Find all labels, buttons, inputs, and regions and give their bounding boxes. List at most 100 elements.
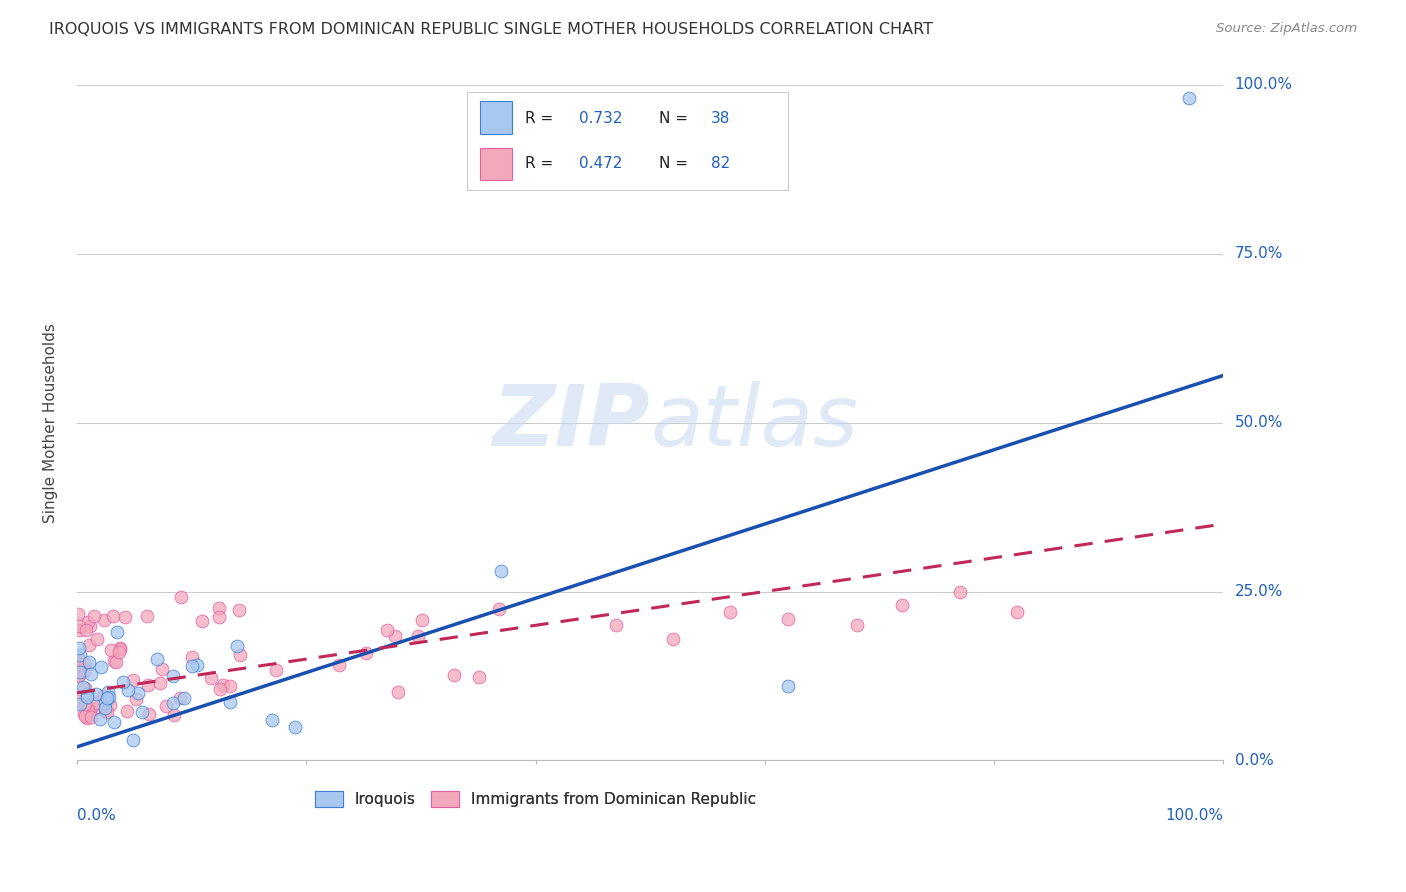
Point [228,603,250,617]
Point [67,619,90,633]
Point [96,692,118,706]
Point [73,657,96,671]
Point [125,692,148,706]
Point [328,657,350,672]
Point [138,707,160,722]
Point [111,675,134,690]
Point [67,624,90,638]
Point [117,683,139,698]
Point [229,648,252,662]
Point [94,696,117,710]
Point [208,681,231,696]
Point [162,669,184,683]
Point [94,704,117,718]
Point [67,641,90,656]
Point [86,632,108,647]
Point [131,705,153,719]
Point [76,687,98,701]
Text: 100.0%: 100.0% [1234,78,1292,93]
Point [66,693,89,707]
Point [384,629,406,643]
Point [108,640,131,655]
Point [98,698,121,712]
Point [105,625,128,640]
Point [169,691,191,706]
Point [411,613,433,627]
Point [97,690,120,704]
Point [162,696,184,710]
Point [77,615,100,629]
Point [73,709,96,723]
Point [83,608,105,623]
Text: 0.0%: 0.0% [77,807,115,822]
Point [211,678,233,692]
Point [1178,91,1201,105]
Point [79,710,101,724]
Point [121,673,143,687]
Point [173,691,195,706]
Point [101,608,124,623]
Point [77,703,100,717]
Point [105,655,128,669]
Point [181,650,204,665]
Point [662,632,685,646]
Point [776,611,799,625]
Point [949,584,972,599]
Text: 25.0%: 25.0% [1234,584,1282,599]
Point [226,639,249,653]
Point [67,667,90,681]
Point [97,685,120,699]
Point [1005,605,1028,619]
Text: 50.0%: 50.0% [1234,415,1282,430]
Point [76,690,98,705]
Point [136,609,159,624]
Text: Source: ZipAtlas.com: Source: ZipAtlas.com [1216,22,1357,36]
Point [96,705,118,719]
Point [79,666,101,681]
Point [77,638,100,652]
Legend: Iroquois, Immigrants from Dominican Republic: Iroquois, Immigrants from Dominican Repu… [309,785,762,814]
Point [79,703,101,717]
Point [75,623,97,637]
Point [146,652,169,666]
Point [406,629,429,643]
Text: atlas: atlas [650,381,858,464]
Point [219,695,242,709]
Point [75,698,97,712]
Point [387,684,409,698]
Point [200,671,222,685]
Text: 100.0%: 100.0% [1166,807,1223,822]
Point [443,668,465,682]
Point [605,618,627,632]
Point [489,564,512,578]
Point [66,651,89,665]
Point [170,590,193,604]
Point [79,655,101,669]
Point [108,645,131,659]
Point [720,605,742,619]
Point [93,613,115,627]
Point [284,720,307,734]
Text: ZIP: ZIP [492,381,650,464]
Point [93,689,115,703]
Point [90,660,112,674]
Point [103,654,125,668]
Point [354,646,377,660]
Point [219,679,242,693]
Point [891,598,914,612]
Point [66,656,89,670]
Point [67,657,90,671]
Point [186,658,208,673]
Point [69,665,91,680]
Point [84,697,107,711]
Point [84,687,107,701]
Point [468,669,491,683]
Point [138,678,160,692]
Point [149,676,172,690]
Point [69,698,91,712]
Point [121,733,143,747]
Point [776,679,799,693]
Point [66,669,89,683]
Text: IROQUOIS VS IMMIGRANTS FROM DOMINICAN REPUBLIC SINGLE MOTHER HOUSEHOLDS CORRELAT: IROQUOIS VS IMMIGRANTS FROM DOMINICAN RE… [49,22,934,37]
Point [103,714,125,729]
